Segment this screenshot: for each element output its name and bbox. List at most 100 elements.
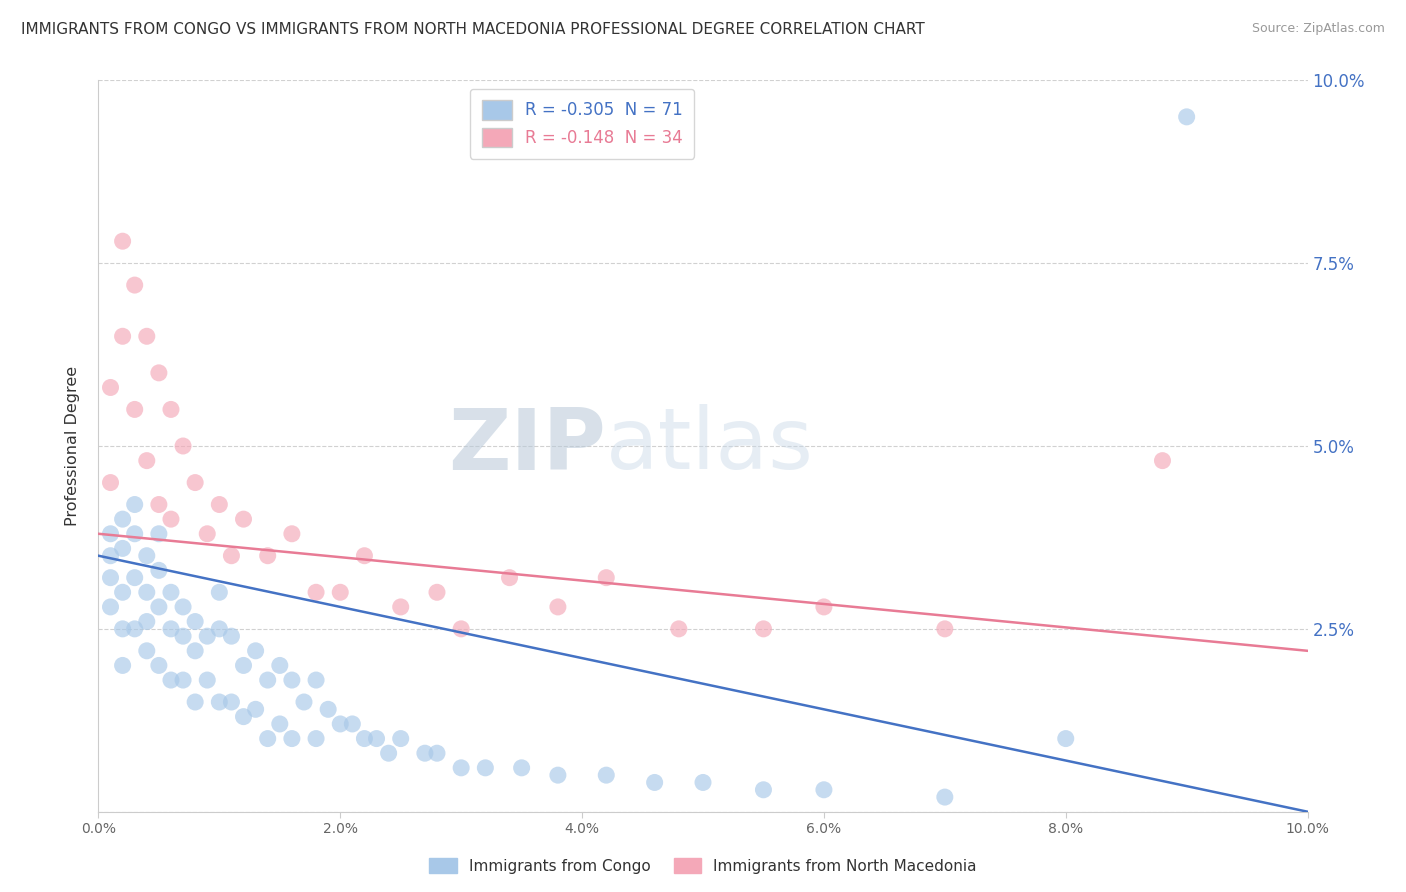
Point	[256, 549, 278, 563]
Point	[1054, 731, 1077, 746]
Point	[450, 761, 472, 775]
Point	[135, 453, 157, 467]
Point	[184, 475, 207, 490]
Point	[160, 585, 183, 599]
Point	[160, 512, 183, 526]
Point	[426, 746, 449, 760]
Point	[208, 498, 231, 512]
Point	[934, 790, 956, 805]
Point	[135, 615, 157, 629]
Point	[100, 475, 122, 490]
Text: atlas: atlas	[606, 404, 814, 488]
Point	[305, 585, 328, 599]
Point	[668, 622, 690, 636]
Point	[100, 380, 122, 394]
Point	[124, 571, 146, 585]
Point	[221, 549, 243, 563]
Point	[305, 673, 328, 687]
Point	[389, 599, 412, 614]
Point	[135, 549, 157, 563]
Point	[148, 498, 170, 512]
Point	[813, 599, 835, 614]
Point	[111, 658, 134, 673]
Text: ZIP: ZIP	[449, 404, 606, 488]
Point	[160, 673, 183, 687]
Point	[148, 658, 170, 673]
Point	[100, 599, 122, 614]
Point	[184, 644, 207, 658]
Point	[208, 695, 231, 709]
Point	[172, 439, 194, 453]
Point	[595, 768, 617, 782]
Point	[195, 629, 218, 643]
Point	[498, 571, 520, 585]
Point	[752, 782, 775, 797]
Point	[547, 768, 569, 782]
Point	[281, 731, 304, 746]
Point	[377, 746, 399, 760]
Y-axis label: Professional Degree: Professional Degree	[65, 366, 80, 526]
Point	[111, 512, 134, 526]
Point	[281, 673, 304, 687]
Point	[135, 585, 157, 599]
Point	[305, 731, 328, 746]
Text: Source: ZipAtlas.com: Source: ZipAtlas.com	[1251, 22, 1385, 36]
Point	[366, 731, 388, 746]
Point	[292, 695, 315, 709]
Point	[208, 622, 231, 636]
Point	[752, 622, 775, 636]
Point	[934, 622, 956, 636]
Point	[256, 673, 278, 687]
Point	[100, 526, 122, 541]
Point	[148, 366, 170, 380]
Point	[232, 512, 254, 526]
Point	[124, 526, 146, 541]
Point	[221, 695, 243, 709]
Point	[111, 234, 134, 248]
Text: IMMIGRANTS FROM CONGO VS IMMIGRANTS FROM NORTH MACEDONIA PROFESSIONAL DEGREE COR: IMMIGRANTS FROM CONGO VS IMMIGRANTS FROM…	[21, 22, 925, 37]
Point	[111, 585, 134, 599]
Point	[281, 526, 304, 541]
Point	[813, 782, 835, 797]
Point	[172, 629, 194, 643]
Point	[426, 585, 449, 599]
Point	[148, 526, 170, 541]
Point	[221, 629, 243, 643]
Point	[692, 775, 714, 789]
Point	[124, 622, 146, 636]
Point	[184, 615, 207, 629]
Point	[124, 278, 146, 293]
Point	[135, 329, 157, 343]
Point	[474, 761, 496, 775]
Point	[111, 541, 134, 556]
Point	[413, 746, 436, 760]
Point	[1175, 110, 1198, 124]
Point	[100, 549, 122, 563]
Point	[160, 402, 183, 417]
Point	[450, 622, 472, 636]
Point	[353, 549, 375, 563]
Point	[269, 658, 291, 673]
Point	[316, 702, 339, 716]
Point	[329, 717, 352, 731]
Point	[547, 599, 569, 614]
Point	[195, 673, 218, 687]
Point	[245, 702, 267, 716]
Point	[160, 622, 183, 636]
Point	[342, 717, 364, 731]
Point	[232, 709, 254, 723]
Point	[232, 658, 254, 673]
Point	[111, 329, 134, 343]
Legend: R = -0.305  N = 71, R = -0.148  N = 34: R = -0.305 N = 71, R = -0.148 N = 34	[470, 88, 695, 159]
Legend: Immigrants from Congo, Immigrants from North Macedonia: Immigrants from Congo, Immigrants from N…	[423, 852, 983, 880]
Point	[1152, 453, 1174, 467]
Point	[195, 526, 218, 541]
Point	[510, 761, 533, 775]
Point	[269, 717, 291, 731]
Point	[208, 585, 231, 599]
Point	[172, 673, 194, 687]
Point	[148, 599, 170, 614]
Point	[124, 402, 146, 417]
Point	[100, 571, 122, 585]
Point	[111, 622, 134, 636]
